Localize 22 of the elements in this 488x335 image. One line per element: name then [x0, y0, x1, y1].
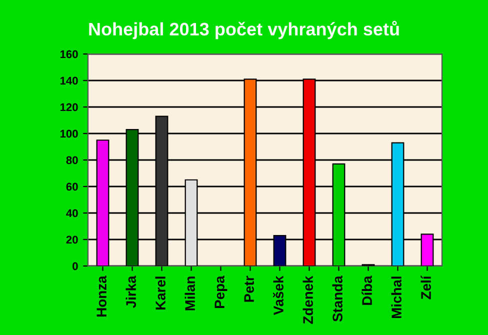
- y-tick-label: 80: [66, 156, 78, 164]
- x-tick-label: Michal: [391, 276, 402, 318]
- x-tick-label: Standa: [332, 276, 342, 322]
- x-tick-label: Pepa: [214, 276, 228, 308]
- y-tick-label: 120: [60, 103, 78, 112]
- x-tick-label: Zdenek: [302, 276, 313, 324]
- x-tick-label: Jirka: [126, 276, 136, 308]
- x-tick-label: Karel: [155, 276, 166, 310]
- x-tick-label: Petr: [244, 276, 254, 302]
- y-tick-label: 140: [60, 76, 78, 85]
- y-tick-label: 20: [66, 236, 78, 244]
- y-tick-label: 60: [66, 182, 78, 191]
- x-tick-label: Milan: [184, 276, 195, 310]
- y-tick-label: 0: [72, 262, 78, 270]
- x-tick-label: Honza: [96, 276, 106, 316]
- x-tick-label: Díba: [362, 276, 372, 305]
- y-tick-label: 160: [60, 50, 78, 58]
- y-tick-label: 40: [66, 209, 78, 218]
- x-tick-label: Zelí: [420, 275, 431, 300]
- x-tick-label: Vašek: [272, 276, 284, 316]
- chart-title: Nohejbal 2013 počet vyhraných setů: [89, 20, 399, 40]
- y-tick-label: 100: [60, 130, 78, 138]
